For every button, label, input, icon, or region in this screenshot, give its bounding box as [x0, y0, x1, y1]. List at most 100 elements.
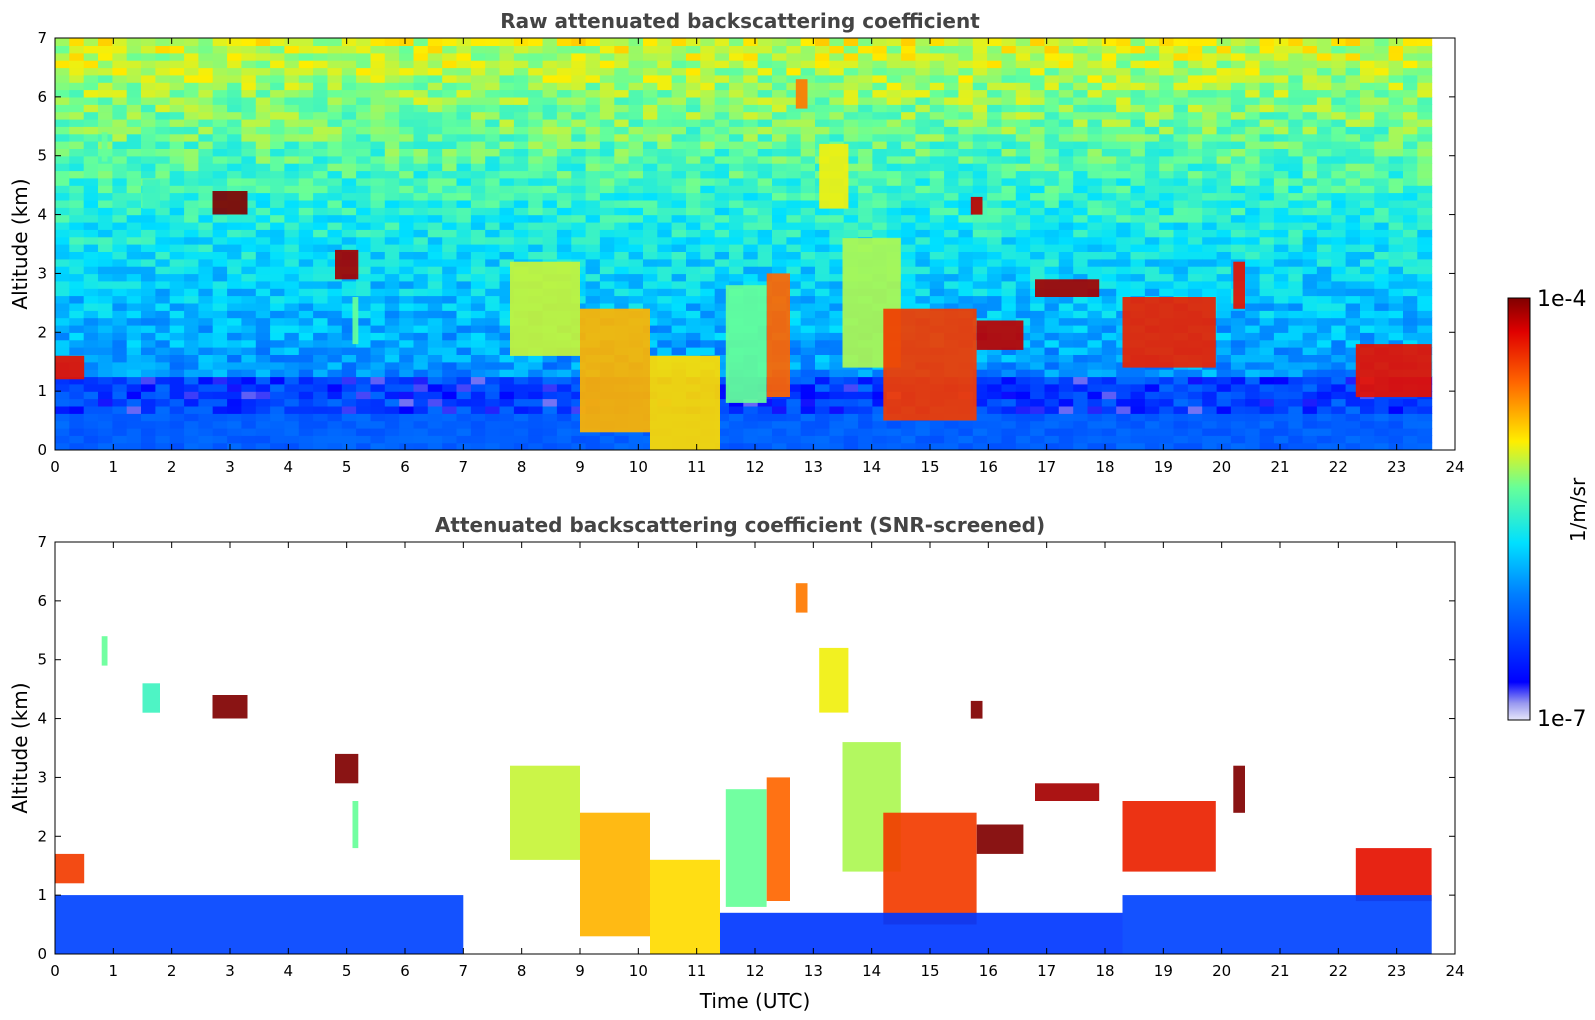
noise-cell	[241, 111, 257, 120]
noise-cell	[270, 133, 285, 142]
noise-cell	[1216, 207, 1232, 216]
noise-cell	[55, 163, 70, 172]
noise-cell	[757, 207, 773, 216]
noise-cell	[657, 192, 673, 201]
noise-cell	[585, 236, 601, 245]
noise-cell	[757, 155, 773, 164]
noise-cell	[141, 302, 156, 311]
noise-cell	[1202, 258, 1218, 267]
noise-cell	[1130, 74, 1146, 83]
noise-cell	[1245, 96, 1261, 105]
noise-cell	[1058, 391, 1074, 400]
noise-cell	[714, 435, 730, 444]
noise-cell	[1202, 111, 1218, 120]
noise-cell	[1073, 413, 1089, 422]
noise-cell	[585, 251, 601, 260]
noise-cell	[729, 74, 744, 83]
noise-cell	[1230, 310, 1246, 319]
noise-cell	[313, 420, 328, 429]
noise-cell	[643, 96, 658, 105]
noise-cell	[456, 82, 472, 91]
noise-cell	[55, 266, 70, 275]
noise-cell	[370, 89, 386, 98]
noise-cell	[169, 266, 185, 275]
noise-cell	[413, 339, 429, 348]
noise-cell	[1116, 96, 1132, 105]
noise-cell	[69, 126, 85, 135]
noise-cell	[1044, 339, 1060, 348]
noise-cell	[227, 317, 242, 326]
noise-cell	[571, 52, 587, 61]
noise-cell	[944, 273, 959, 282]
noise-cell	[413, 133, 429, 142]
noise-cell	[1273, 413, 1289, 422]
noise-cell	[499, 229, 515, 238]
noise-cell	[399, 82, 415, 91]
noise-cell	[556, 413, 572, 422]
noise-cell	[456, 295, 472, 304]
noise-cell	[313, 295, 328, 304]
noise-cell	[1288, 38, 1304, 46]
noise-cell	[1073, 302, 1089, 311]
noise-cell	[255, 229, 271, 238]
noise-cell	[155, 376, 171, 385]
noise-cell	[886, 89, 902, 98]
noise-cell	[384, 60, 400, 69]
noise-cell	[83, 376, 99, 385]
noise-cell	[1187, 38, 1203, 46]
noise-cell	[499, 126, 515, 135]
noise-cell	[141, 221, 156, 230]
noise-cell	[1101, 221, 1117, 230]
noise-cell	[972, 221, 988, 230]
noise-cell	[1144, 244, 1160, 252]
noise-cell	[370, 435, 386, 444]
noise-cell	[126, 89, 142, 98]
noise-cell	[1015, 442, 1031, 450]
noise-cell	[284, 413, 300, 422]
noise-cell	[255, 163, 271, 172]
noise-cell	[284, 96, 300, 105]
noise-cell	[255, 214, 271, 223]
noise-cell	[198, 376, 214, 385]
noise-cell	[1116, 214, 1132, 223]
noise-cell	[1101, 391, 1117, 400]
noise-cell	[141, 324, 156, 333]
noise-cell	[1130, 266, 1146, 275]
noise-cell	[1273, 258, 1289, 267]
noise-cell	[198, 420, 214, 429]
noise-cell	[599, 442, 615, 450]
noise-cell	[886, 133, 902, 142]
noise-cell	[370, 82, 386, 91]
noise-cell	[284, 118, 300, 127]
noise-cell	[241, 420, 257, 429]
noise-cell	[628, 244, 644, 252]
noise-cell	[55, 236, 70, 245]
noise-cell	[298, 427, 314, 436]
noise-cell	[800, 199, 816, 208]
noise-cell	[643, 310, 658, 319]
noise-cell	[542, 244, 558, 252]
noise-cell	[1087, 435, 1103, 444]
noise-cell	[55, 339, 70, 348]
noise-cell	[901, 38, 916, 46]
noise-cell	[1144, 413, 1160, 422]
noise-cell	[800, 310, 816, 319]
noise-cell	[112, 361, 128, 370]
noise-cell	[829, 133, 845, 142]
noise-cell	[729, 199, 744, 208]
noise-cell	[1101, 251, 1117, 260]
noise-cell	[786, 96, 802, 105]
noise-cell	[169, 391, 185, 400]
noise-cell	[1316, 332, 1332, 341]
noise-cell	[628, 96, 644, 105]
noise-cell	[341, 96, 357, 105]
noise-cell	[83, 251, 99, 260]
noise-cell	[126, 273, 142, 282]
noise-cell	[614, 52, 630, 61]
noise-cell	[442, 89, 458, 98]
noise-cell	[800, 442, 816, 450]
noise-cell	[112, 89, 128, 98]
noise-cell	[413, 82, 429, 91]
noise-cell	[542, 405, 558, 414]
noise-cell	[929, 251, 945, 260]
